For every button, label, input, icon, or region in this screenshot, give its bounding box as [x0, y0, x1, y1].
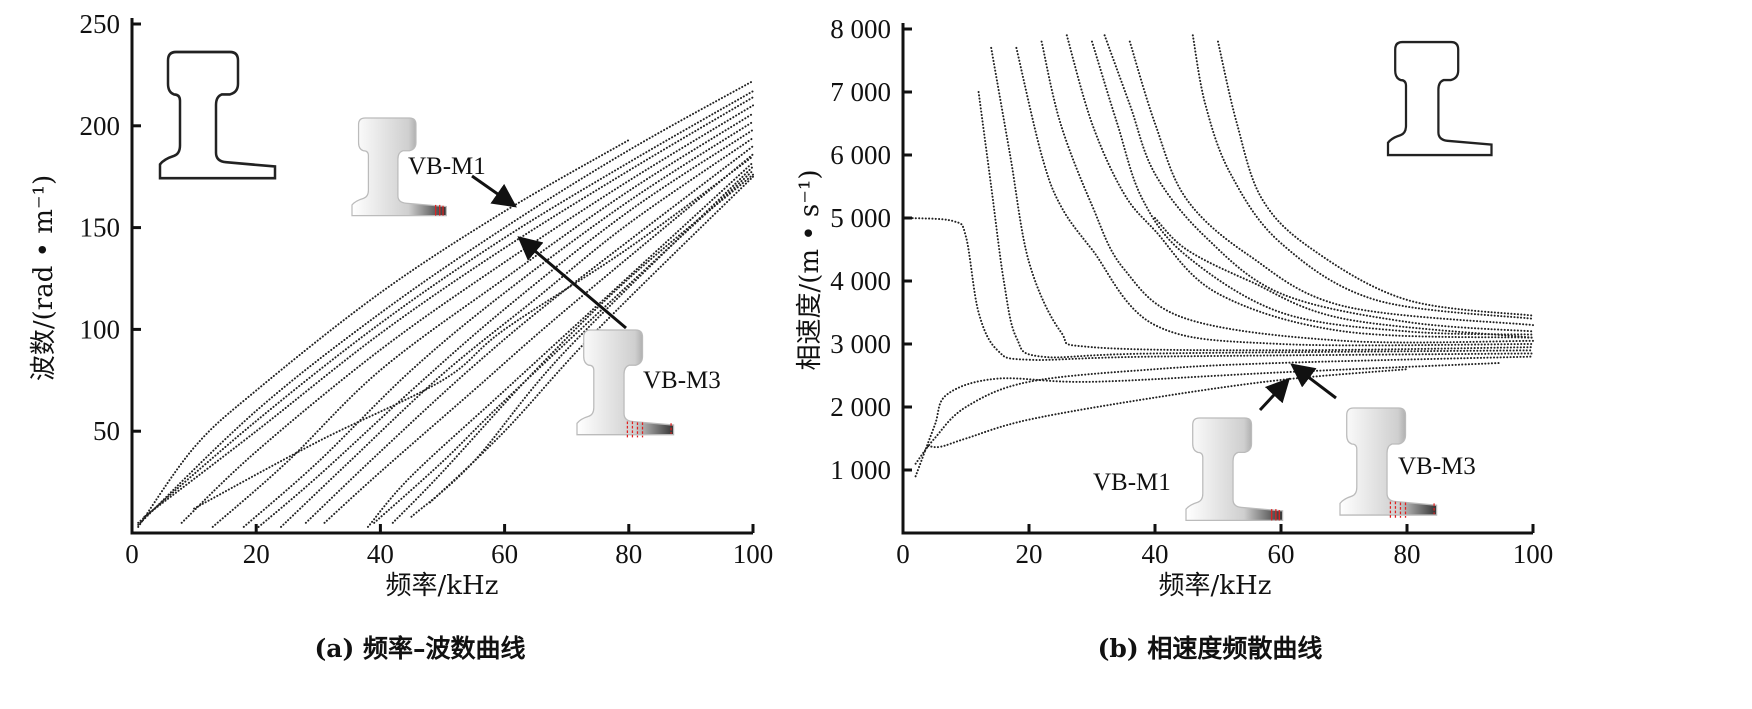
arrow-vb-m3-icon: [1290, 363, 1337, 400]
panel-a-curve-mode-5: [180, 104, 754, 524]
panel-a-label-vb-m3: VB-M3: [643, 367, 721, 394]
panel-a-y-tick-label: 100: [80, 314, 121, 344]
panel-b-curve-mode-B: [914, 355, 1534, 465]
arrow-vb-m1-icon: [471, 174, 517, 208]
panel-a-y-tick-label: 50: [93, 416, 120, 446]
panel-b-curve-mode-G: [1015, 46, 1534, 347]
panel-b-axes: 0 20 40 60 80 100 1 000 2 000 3 000 4 000 5 000 6 0…: [830, 14, 1553, 569]
arrow-vb-m1-icon: [1258, 377, 1291, 412]
panel-a-curve-mode-9: [280, 137, 754, 528]
panel-a-curve-mode-3: [137, 90, 754, 524]
panel-b-curve-mode-O: [1154, 217, 1534, 339]
panel-a-xlabel: 频率/kHz: [386, 571, 499, 601]
mode-shape-vb-m1-icon: [351, 117, 447, 217]
panel-b-label-vb-m1: VB-M1: [1093, 469, 1171, 496]
panel-b-x-tick-label: 80: [1394, 539, 1421, 569]
panel-a-x-tick-label: 60: [491, 539, 518, 569]
panel-b-curve-mode-J: [1091, 40, 1534, 336]
panel-a-curve-mode-16: [429, 175, 754, 504]
panel-b-axis-lines: [901, 23, 1533, 535]
panel-a-x-tick-label: 80: [615, 539, 642, 569]
panel-a-curves: [137, 80, 754, 530]
panel-b-xlabel: 频率/kHz: [1159, 571, 1272, 601]
rail-profile-outline-icon: [158, 50, 277, 180]
panel-b-x-tick-label: 100: [1513, 539, 1554, 569]
panel-a-x-tick-label: 100: [733, 539, 774, 569]
panel-a-curve-mode-14: [391, 173, 754, 524]
panel-b-curve-mode-F: [990, 46, 1534, 352]
panel-b-caption: (b) 相速度频散曲线: [1098, 634, 1323, 663]
panel-a-caption: (a) 频率–波数曲线: [314, 634, 525, 663]
panel-a-curve-mode-12: [366, 161, 754, 528]
panel-b-curve-mode-A: [927, 368, 1408, 449]
panel-b-x-tick-label: 20: [1016, 539, 1043, 569]
panel-a-curve-mode-11: [323, 153, 754, 524]
panel-a-curve-mode-17: [193, 155, 754, 510]
panel-a-y-tick-label: 150: [80, 213, 121, 243]
panel-b-curve-mode-H: [1040, 40, 1534, 344]
panel-b-curve-mode-E: [977, 91, 1534, 359]
panel-b-ylabel: 相速度/(m • s⁻¹): [795, 169, 825, 370]
panel-b-curves: [908, 34, 1534, 478]
panel-b-curve-mode-C: [914, 361, 1503, 478]
mode-shape-vb-m3-icon: [1339, 407, 1438, 518]
rail-profile-outline-icon: [1386, 40, 1493, 157]
panel-a-y-tick-label: 250: [80, 9, 121, 39]
panel-a-curve-mode-13: [373, 169, 754, 524]
mode-shape-vb-m1-icon: [1185, 417, 1284, 521]
panel-b-y-tick-label: 6 000: [830, 140, 891, 170]
panel-b-curve-mode-D: [908, 217, 1534, 361]
panel-b-y-tick-label: 3 000: [830, 329, 891, 359]
panel-a: 0 20 40 60 80 100 50 100 150 200 250 频率/kHz 波数/(ra…: [29, 9, 773, 663]
panel-b: 0 20 40 60 80 100 1 000 2 000 3 000 4 000 5 000 6 0…: [795, 14, 1553, 663]
panel-b-y-tick-label: 8 000: [830, 14, 891, 44]
panel-a-curve-mode-7: [242, 120, 754, 528]
panel-b-y-tick-label: 7 000: [830, 77, 891, 107]
panel-a-curve-mode-15: [410, 165, 754, 518]
panel-a-curve-mode-6: [211, 112, 754, 528]
panel-a-axes: 0 20 40 60 80 100 50 100 150 200 250: [80, 9, 774, 569]
panel-b-label-vb-m3: VB-M3: [1398, 453, 1476, 480]
panel-b-curve-mode-K: [1103, 34, 1534, 333]
panel-b-x-tick-label: 60: [1268, 539, 1295, 569]
panel-a-axis-lines: [130, 18, 753, 535]
panel-a-curve-mode-10: [304, 145, 754, 524]
arrow-vb-m3-icon: [517, 236, 627, 330]
panel-a-x-tick-label: 0: [125, 539, 139, 569]
mode-shape-vb-m3-icon: [576, 329, 675, 438]
panel-a-ylabel: 波数/(rad • m⁻¹): [29, 175, 59, 381]
panel-a-curve-mode-8: [255, 128, 754, 530]
panel-b-curve-mode-M: [1191, 34, 1534, 320]
panel-b-x-tick-label: 0: [896, 539, 910, 569]
panel-b-curve-mode-I: [1065, 34, 1534, 339]
panel-b-curve-mode-N: [1217, 40, 1534, 317]
panel-b-y-tick-label: 4 000: [830, 266, 891, 296]
panel-b-y-tick-label: 2 000: [830, 392, 891, 422]
panel-b-y-tick-label: 1 000: [830, 455, 891, 485]
panel-a-curve-mode-4: [143, 96, 754, 518]
panel-a-x-tick-label: 20: [243, 539, 270, 569]
panel-b-curve-mode-L: [1128, 40, 1534, 327]
panel-a-y-tick-label: 200: [80, 111, 121, 141]
panel-a-x-tick-label: 40: [367, 539, 394, 569]
panel-a-curve-mode-2: [137, 80, 754, 526]
panel-b-x-tick-label: 40: [1142, 539, 1169, 569]
panel-b-y-tick-label: 5 000: [830, 203, 891, 233]
